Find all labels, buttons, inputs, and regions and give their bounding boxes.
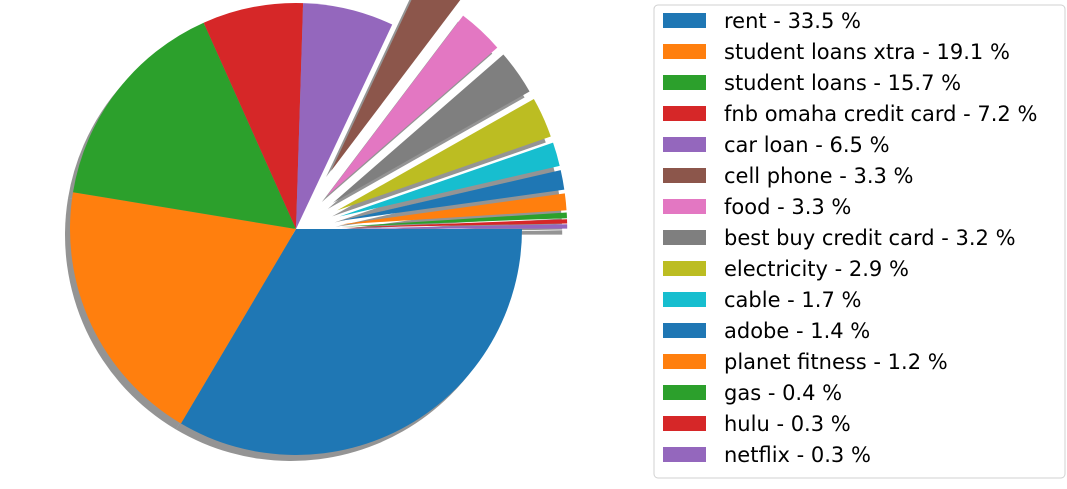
legend: rent - 33.5 % student loans xtra - 19.1 %… xyxy=(653,4,1066,479)
pie-slice-fnb-omaha-credit-card xyxy=(203,2,304,229)
legend-item-adobe: adobe - 1.4 % xyxy=(663,319,870,343)
legend-label-car-loan: car loan - 6.5 % xyxy=(724,133,890,157)
legend-swatch-electricity xyxy=(663,261,706,276)
legend-item-cable: cable - 1.7 % xyxy=(663,288,861,312)
legend-label-best-buy-credit-card: best buy credit card - 3.2 % xyxy=(724,226,1016,250)
pie-slice-netflix xyxy=(341,224,568,229)
pie-slice-cell-phone xyxy=(331,0,461,171)
pie-slice-rent xyxy=(180,229,522,456)
legend-item-rent: rent - 33.5 % xyxy=(663,9,861,33)
legend-label-cable: cable - 1.7 % xyxy=(724,288,861,312)
pie-slice-student-loans xyxy=(73,22,296,230)
legend-item-gas: gas - 0.4 % xyxy=(663,381,842,405)
pie-slice-planet-fitness xyxy=(340,193,567,225)
legend-items: rent - 33.5 % student loans xtra - 19.1 %… xyxy=(663,9,1037,467)
legend-item-hulu: hulu - 0.3 % xyxy=(663,412,851,436)
legend-label-cell-phone: cell phone - 3.3 % xyxy=(724,164,913,188)
legend-label-fnb-omaha-credit-card: fnb omaha credit card - 7.2 % xyxy=(724,102,1037,126)
legend-swatch-cell-phone xyxy=(663,168,706,183)
legend-item-netflix: netflix - 0.3 % xyxy=(663,443,871,467)
legend-swatch-hulu xyxy=(663,416,706,431)
pie-slice-gas xyxy=(341,212,567,227)
legend-label-netflix: netflix - 0.3 % xyxy=(724,443,871,467)
legend-item-car-loan: car loan - 6.5 % xyxy=(663,133,890,157)
legend-swatch-student-loans-xtra xyxy=(663,44,706,59)
legend-label-food: food - 3.3 % xyxy=(724,195,851,219)
pie-slice-electricity xyxy=(337,99,551,211)
legend-item-student-loans: student loans - 15.7 % xyxy=(663,71,961,95)
legend-item-electricity: electricity - 2.9 % xyxy=(663,257,909,281)
legend-label-gas: gas - 0.4 % xyxy=(724,381,842,405)
legend-label-hulu: hulu - 0.3 % xyxy=(724,412,851,436)
legend-swatch-netflix xyxy=(663,447,706,462)
legend-label-planet-fitness: planet fitness - 1.2 % xyxy=(724,350,948,374)
pie-slice-cable xyxy=(339,142,560,217)
pie-slice-hulu xyxy=(341,219,568,228)
legend-swatch-rent xyxy=(663,13,706,28)
legend-label-adobe: adobe - 1.4 % xyxy=(724,319,870,343)
pie-slice-food xyxy=(326,15,498,196)
pie-slice-layer xyxy=(70,0,568,456)
legend-swatch-food xyxy=(663,199,706,214)
legend-swatch-best-buy-credit-card xyxy=(663,230,706,245)
legend-item-best-buy-credit-card: best buy credit card - 3.2 % xyxy=(663,226,1016,250)
legend-label-student-loans: student loans - 15.7 % xyxy=(724,71,961,95)
pie-slice-best-buy-credit-card xyxy=(332,54,530,203)
legend-swatch-student-loans xyxy=(663,75,706,90)
legend-item-planet-fitness: planet fitness - 1.2 % xyxy=(663,350,948,374)
legend-item-student-loans-xtra: student loans xtra - 19.1 % xyxy=(663,40,1010,64)
legend-label-rent: rent - 33.5 % xyxy=(724,9,861,33)
legend-swatch-cable xyxy=(663,292,706,307)
pie-slice-student-loans-xtra xyxy=(70,192,296,424)
legend-swatch-planet-fitness xyxy=(663,354,706,369)
legend-item-cell-phone: cell phone - 3.3 % xyxy=(663,164,913,188)
pie-slice-adobe xyxy=(340,170,565,221)
legend-swatch-car-loan xyxy=(663,137,706,152)
legend-swatch-fnb-omaha-credit-card xyxy=(663,106,706,121)
legend-item-food: food - 3.3 % xyxy=(663,195,851,219)
legend-label-electricity: electricity - 2.9 % xyxy=(724,257,909,281)
legend-item-fnb-omaha-credit-card: fnb omaha credit card - 7.2 % xyxy=(663,102,1037,126)
legend-label-student-loans-xtra: student loans xtra - 19.1 % xyxy=(724,40,1010,64)
legend-swatch-gas xyxy=(663,385,706,400)
legend-frame xyxy=(653,4,1066,479)
legend-swatch-adobe xyxy=(663,323,706,338)
pie-slice-car-loan xyxy=(296,3,393,229)
